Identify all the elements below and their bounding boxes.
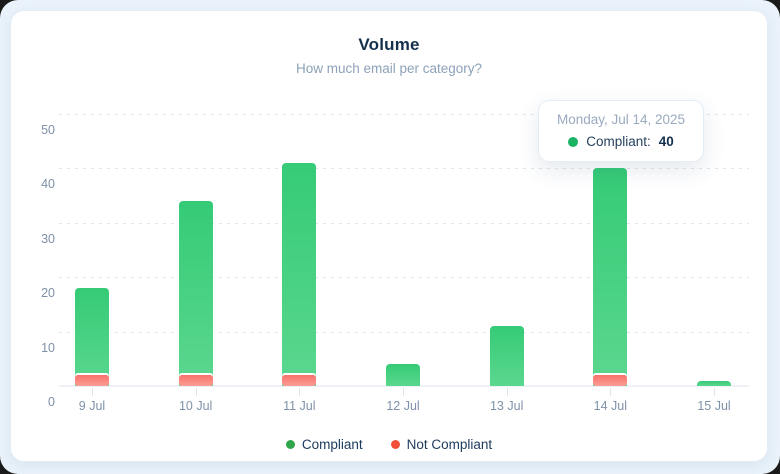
legend-item-not-compliant[interactable]: Not Compliant: [390, 437, 493, 452]
chart-card: Volume How much email per category? 0 10 2…: [10, 10, 768, 462]
bar-not-compliant-11-jul[interactable]: [282, 375, 317, 386]
x-axis-label-12-jul: 12 Jul: [386, 399, 420, 413]
bar-compliant-15-jul[interactable]: [697, 380, 732, 386]
bar-compliant-9-jul[interactable]: [75, 288, 109, 386]
legend-item-compliant[interactable]: Compliant: [285, 437, 363, 452]
compliant-legend-dot-icon: [285, 440, 295, 449]
x-axis-tick-14-jul: [610, 388, 612, 396]
x-axis-tick-9-jul: [92, 388, 93, 396]
x-axis-tick-13-jul: [506, 388, 508, 396]
tooltip-date: Monday, Jul 14, 2025: [556, 112, 686, 127]
bar-compliant-11-jul[interactable]: [282, 162, 317, 386]
tooltip-series-label: Compliant:: [586, 134, 651, 149]
plot-area: 0 10 20 30 40 50 9 Jul 10 Jul 11 Jul 12 Jul 13 Jul…: [11, 11, 769, 463]
bar-compliant-10-jul[interactable]: [178, 201, 213, 386]
x-axis-tick-11-jul: [299, 388, 301, 396]
x-axis-label-9-jul: 9 Jul: [78, 399, 106, 413]
not-compliant-legend-dot-icon: [390, 440, 400, 449]
gridline-50: [59, 114, 749, 115]
tooltip-value: 40: [658, 134, 674, 149]
x-axis-label-13-jul: 13 Jul: [489, 399, 524, 413]
bar-not-compliant-10-jul[interactable]: [178, 375, 213, 386]
bar-compliant-12-jul[interactable]: [386, 364, 420, 386]
page-subtitle: How much email per category?: [295, 61, 483, 76]
y-axis-label-20: 20: [41, 286, 55, 301]
x-axis-label-15-jul: 15 Jul: [697, 399, 731, 413]
tooltip-row: Compliant: 40: [549, 134, 693, 149]
page-title: Volume: [358, 35, 420, 54]
x-axis-tick-10-jul: [195, 388, 197, 396]
legend-label-not-compliant: Not Compliant: [406, 437, 493, 452]
y-axis-label-30: 30: [41, 231, 55, 246]
gridline-10: [59, 331, 749, 333]
y-axis-label-0: 0: [48, 395, 55, 409]
x-axis-label-11-jul: 11 Jul: [283, 399, 316, 413]
x-axis-label-14-jul: 14 Jul: [593, 399, 628, 413]
gridline-40: [59, 168, 749, 170]
y-axis-label-50: 50: [41, 123, 55, 137]
y-axis-label-40: 40: [41, 177, 55, 192]
bar-compliant-14-jul[interactable]: [593, 168, 628, 386]
compliant-dot-icon: [568, 136, 579, 147]
bar-not-compliant-14-jul[interactable]: [593, 375, 628, 386]
y-axis-label-10: 10: [41, 340, 55, 355]
bar-not-compliant-9-jul[interactable]: [75, 375, 109, 386]
x-axis-tick-15-jul: [714, 388, 716, 396]
bar-compliant-13-jul[interactable]: [489, 326, 524, 386]
gridline-30: [59, 222, 749, 224]
gridline-20: [59, 277, 749, 279]
chart-tooltip: Monday, Jul 14, 2025 Compliant: 40: [538, 100, 704, 162]
x-axis-line: [59, 385, 749, 387]
chart-legend: Compliant Not Compliant: [11, 437, 767, 452]
legend-label-compliant: Compliant: [301, 437, 363, 452]
x-axis-label-10-jul: 10 Jul: [178, 399, 213, 413]
x-axis-tick-12-jul: [403, 388, 404, 396]
